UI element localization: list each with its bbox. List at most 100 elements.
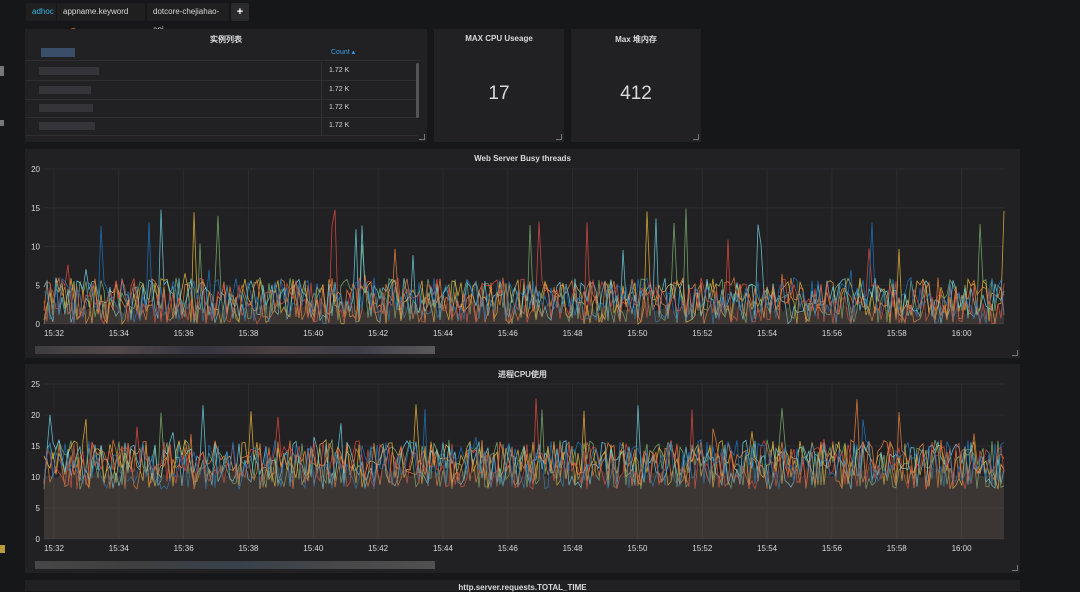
panel-title: http.server.requests.TOTAL_TIME [458, 583, 587, 592]
y-tick-label: 25 [31, 380, 40, 389]
x-tick-label: 15:38 [238, 544, 259, 553]
filter-key-select[interactable]: appname.keyword = [57, 3, 145, 34]
cpu-stat-panel: MAX CPU Useage 17 [434, 29, 564, 142]
side-edge-mark [0, 66, 4, 76]
y-tick-label: 5 [36, 281, 41, 290]
series-line [43, 209, 1005, 325]
table-row[interactable]: 1.72 K [25, 99, 417, 118]
instance-column-header[interactable] [41, 48, 75, 57]
x-tick-label: 15:50 [627, 329, 648, 338]
column-divider [321, 99, 322, 117]
x-tick-label: 15:44 [433, 329, 454, 338]
x-tick-label: 15:42 [368, 544, 389, 553]
series-line [43, 222, 1005, 324]
series-group [43, 398, 1005, 491]
add-filter-button[interactable]: + [231, 3, 249, 21]
side-edge-mark [0, 545, 5, 553]
x-tick-label: 15:44 [433, 544, 454, 553]
series-line [43, 398, 1005, 491]
panel-title: Max 堆内存 [615, 35, 657, 44]
x-tick-label: 15:58 [887, 544, 908, 553]
stat-value: 17 [488, 83, 510, 104]
x-tick-label: 15:46 [498, 544, 519, 553]
filter-value-select[interactable]: dotcore-chejiahao-api [147, 3, 229, 34]
y-tick-label: 0 [36, 320, 41, 329]
x-tick-label: 15:42 [368, 329, 389, 338]
x-tick-label: 15:40 [303, 329, 324, 338]
series-area [44, 300, 1004, 324]
column-divider [321, 117, 322, 135]
table-row[interactable]: 1.72 K [25, 81, 417, 100]
x-tick-label: 15:52 [692, 544, 713, 553]
x-tick-label: 15:50 [627, 544, 648, 553]
panel-title: MAX CPU Useage [465, 34, 533, 43]
x-tick-label: 16:00 [952, 329, 973, 338]
instance-name-redacted [39, 104, 93, 112]
panel-resize-handle[interactable] [556, 134, 562, 140]
process-cpu-graph-panel: 进程CPU使用 0 5 10 15 20 25 15:32 15:34 15:36 15:38 15… [25, 364, 1020, 573]
series-line [43, 409, 1005, 490]
filter-key-label: appname.keyword [63, 7, 129, 16]
panel-resize-handle[interactable] [1012, 350, 1018, 356]
count-cell: 1.72 K [329, 67, 350, 74]
table-scrollbar[interactable] [416, 63, 419, 118]
x-tick-label: 15:34 [109, 329, 130, 338]
table-row[interactable]: 1.72 K [25, 117, 417, 136]
y-tick-label: 0 [36, 535, 41, 544]
x-tick-label: 15:32 [44, 544, 65, 553]
count-column-header[interactable]: Count ▴ [331, 49, 356, 56]
instance-name-redacted [39, 86, 91, 94]
panel-title: 实例列表 [210, 35, 242, 44]
stat-value: 412 [620, 83, 652, 104]
legend-redacted [35, 561, 435, 569]
adhoc-label: adhoc [26, 3, 56, 21]
x-tick-label: 15:56 [822, 329, 843, 338]
heap-stat-panel: Max 堆内存 412 [571, 29, 701, 142]
x-tick-label: 15:48 [563, 544, 584, 553]
series-group [43, 208, 1005, 325]
x-tick-label: 15:48 [563, 329, 584, 338]
series-area [44, 464, 1004, 539]
y-tick-label: 20 [31, 411, 40, 420]
x-tick-label: 15:36 [174, 329, 195, 338]
busy-threads-graph-panel: Web Server Busy threads 0 5 10 15 20 15:32 15:… [25, 149, 1020, 358]
count-cell: 1.72 K [329, 104, 350, 111]
x-tick-label: 15:46 [498, 329, 519, 338]
instance-name-redacted [39, 122, 95, 130]
total-time-graph-panel: http.server.requests.TOTAL_TIME [25, 580, 1020, 592]
y-tick-label: 15 [31, 442, 40, 451]
x-tick-label: 15:34 [109, 544, 130, 553]
count-cell: 1.72 K [329, 122, 350, 129]
table-row[interactable]: 1.72 K [25, 62, 417, 81]
x-tick-label: 15:52 [692, 329, 713, 338]
process-cpu-chart[interactable]: 0 5 10 15 20 25 15:32 15:34 15:36 15:38 15:40 15:42… [25, 364, 1020, 573]
y-tick-label: 20 [31, 165, 40, 174]
busy-threads-chart[interactable]: 0 5 10 15 20 15:32 15:34 15:36 15:38 15:40 15:42 15… [25, 149, 1020, 358]
y-tick-label: 10 [31, 473, 40, 482]
x-tick-label: 15:54 [757, 544, 778, 553]
panel-resize-handle[interactable] [419, 134, 425, 140]
column-divider [321, 81, 322, 99]
panel-resize-handle[interactable] [693, 134, 699, 140]
panel-title: 进程CPU使用 [498, 370, 547, 379]
side-edge-mark [0, 120, 4, 126]
panel-title: Web Server Busy threads [474, 154, 571, 163]
count-cell: 1.72 K [329, 86, 350, 93]
panel-resize-handle[interactable] [1012, 565, 1018, 571]
table-header: Count ▴ [25, 46, 421, 61]
x-tick-label: 15:54 [757, 329, 778, 338]
column-divider [321, 62, 322, 80]
y-tick-label: 5 [36, 504, 41, 513]
x-tick-label: 15:38 [238, 329, 259, 338]
x-tick-label: 15:36 [174, 544, 195, 553]
x-tick-label: 16:00 [952, 544, 973, 553]
instance-table-panel: 实例列表 Count ▴ 1.72 K 1.72 K 1.72 K 1.72 K [25, 29, 427, 142]
x-tick-label: 15:40 [303, 544, 324, 553]
x-tick-label: 15:56 [822, 544, 843, 553]
y-tick-label: 15 [31, 204, 40, 213]
x-tick-label: 15:58 [887, 329, 908, 338]
ad-hoc-filter-bar: adhoc appname.keyword = dotcore-chejiaha… [0, 0, 1080, 34]
legend-redacted [35, 346, 435, 354]
x-tick-label: 15:32 [44, 329, 65, 338]
instance-name-redacted [39, 67, 99, 75]
